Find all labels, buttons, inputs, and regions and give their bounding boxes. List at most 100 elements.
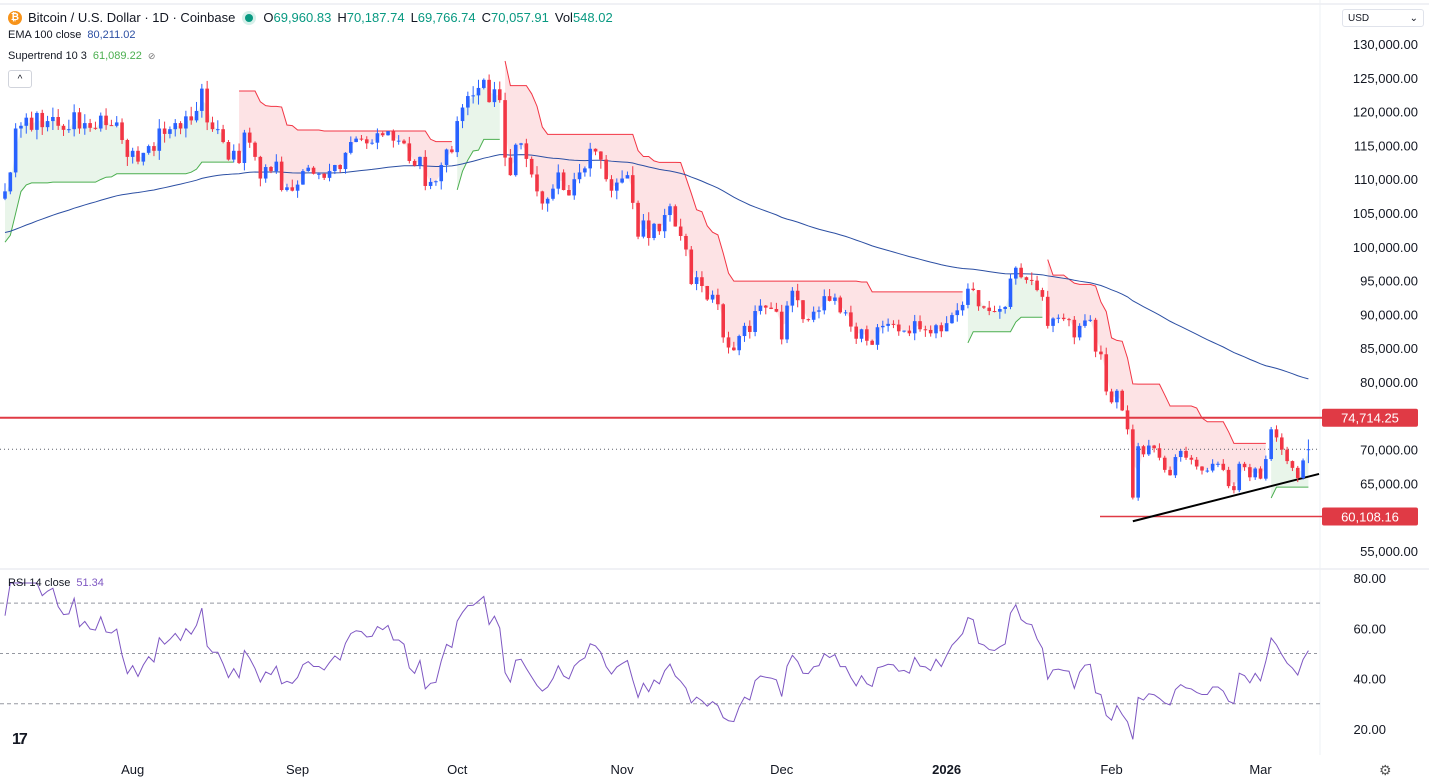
candle-body xyxy=(822,296,827,311)
hidden-eye-icon[interactable]: ⊘ xyxy=(147,50,156,61)
low-label: L xyxy=(410,10,418,25)
candle-body xyxy=(1173,457,1178,476)
candle-body xyxy=(1077,325,1082,338)
candle-body xyxy=(130,150,135,157)
candle-body xyxy=(524,143,529,159)
currency-select[interactable]: USD ⌄ xyxy=(1342,9,1424,27)
candle-body xyxy=(327,171,332,178)
candle-body xyxy=(726,337,731,348)
candle-body xyxy=(200,88,204,111)
x-tick-label: Dec xyxy=(770,762,794,777)
candle-body xyxy=(577,172,582,180)
candle-body xyxy=(482,79,486,88)
candle-body xyxy=(407,143,412,161)
candle-body xyxy=(604,159,608,180)
candle-body xyxy=(716,294,720,305)
symbol-title[interactable]: Bitcoin / U.S. Dollar · 1D · Coinbase xyxy=(28,10,236,25)
candle-body xyxy=(423,156,428,186)
candle-body xyxy=(801,300,805,320)
candle-body xyxy=(455,121,459,153)
candle-body xyxy=(497,89,502,101)
candle-body xyxy=(748,325,752,332)
candle-body xyxy=(157,128,162,151)
candle-body xyxy=(1141,446,1146,455)
candle-body xyxy=(779,311,784,340)
candle-body xyxy=(902,330,906,332)
candle-body xyxy=(317,173,321,175)
candle-body xyxy=(513,144,518,176)
candle-body xyxy=(646,220,651,239)
candle-body xyxy=(301,171,305,185)
x-tick-label: Feb xyxy=(1100,762,1122,777)
supertrend-up-line xyxy=(1270,486,1309,499)
candle-body xyxy=(173,123,178,130)
tradingview-logo-icon[interactable]: 17 xyxy=(12,731,28,748)
candle-body xyxy=(210,122,215,130)
candle-body xyxy=(1306,449,1311,451)
candle-body xyxy=(960,304,965,311)
candle-body xyxy=(1168,469,1172,476)
candle-body xyxy=(141,152,146,162)
collapse-legend-button[interactable]: ^ xyxy=(8,70,32,88)
candle-body xyxy=(939,325,944,332)
candle-body xyxy=(854,326,858,339)
supertrend-up-line xyxy=(967,316,1043,344)
price-tick-label: 80,000.00 xyxy=(1360,375,1418,390)
candle-body xyxy=(136,150,140,162)
candle-body xyxy=(40,112,45,128)
candle-body xyxy=(545,198,550,204)
candle-body xyxy=(982,306,986,308)
candle-body xyxy=(269,167,273,172)
candle-body xyxy=(290,187,295,191)
candles xyxy=(3,74,1311,501)
low-value: 69,766.74 xyxy=(417,10,476,25)
rsi-legend[interactable]: RSI 14 close 51.34 xyxy=(8,577,104,589)
candle-body xyxy=(189,116,193,121)
candle-body xyxy=(120,122,124,140)
candle-body xyxy=(1109,391,1114,403)
candle-body xyxy=(1136,446,1140,498)
supertrend-up-fill xyxy=(967,272,1043,343)
candle-body xyxy=(1258,468,1263,479)
candle-body xyxy=(1003,306,1007,309)
candle-body xyxy=(1008,278,1013,307)
gear-icon[interactable]: ⚙ xyxy=(1379,762,1392,778)
candle-body xyxy=(253,142,257,157)
candle-body xyxy=(375,133,380,143)
candle-body xyxy=(109,125,114,127)
candle-body xyxy=(705,286,710,300)
supertrend-legend[interactable]: Supertrend 10 3 61,089.22 ⊘ xyxy=(8,50,155,62)
candle-body xyxy=(1290,461,1295,468)
candle-body xyxy=(114,122,119,126)
price-tick-label: 125,000.00 xyxy=(1353,71,1418,86)
candle-body xyxy=(98,115,103,129)
rsi-tick-label: 80.00 xyxy=(1353,571,1386,586)
candle-body xyxy=(928,329,933,334)
candle-body xyxy=(349,142,353,153)
ema-value: 80,211.02 xyxy=(87,29,136,41)
ema-legend[interactable]: EMA 100 close 80,211.02 xyxy=(8,29,136,41)
candle-body xyxy=(992,311,997,313)
supertrend-down-fill xyxy=(239,91,452,190)
candle-body xyxy=(1295,467,1300,478)
candle-body xyxy=(242,132,247,163)
candle-body xyxy=(279,161,284,191)
candle-body xyxy=(838,297,843,313)
candle-body xyxy=(391,131,396,141)
high-label: H xyxy=(337,10,347,25)
supertrend-label: Supertrend 10 3 xyxy=(8,50,87,62)
candle-body xyxy=(785,305,789,340)
candle-body xyxy=(1147,445,1151,455)
candle-body xyxy=(450,149,454,153)
candle-body xyxy=(615,182,619,191)
candle-body xyxy=(178,123,183,129)
candle-body xyxy=(1120,390,1124,411)
candle-body xyxy=(955,310,960,316)
candle-body xyxy=(966,288,970,305)
candle-body xyxy=(1083,320,1087,326)
candle-body xyxy=(976,290,981,307)
candle-body xyxy=(19,125,23,129)
candle-body xyxy=(428,181,433,186)
candle-body xyxy=(396,140,401,142)
